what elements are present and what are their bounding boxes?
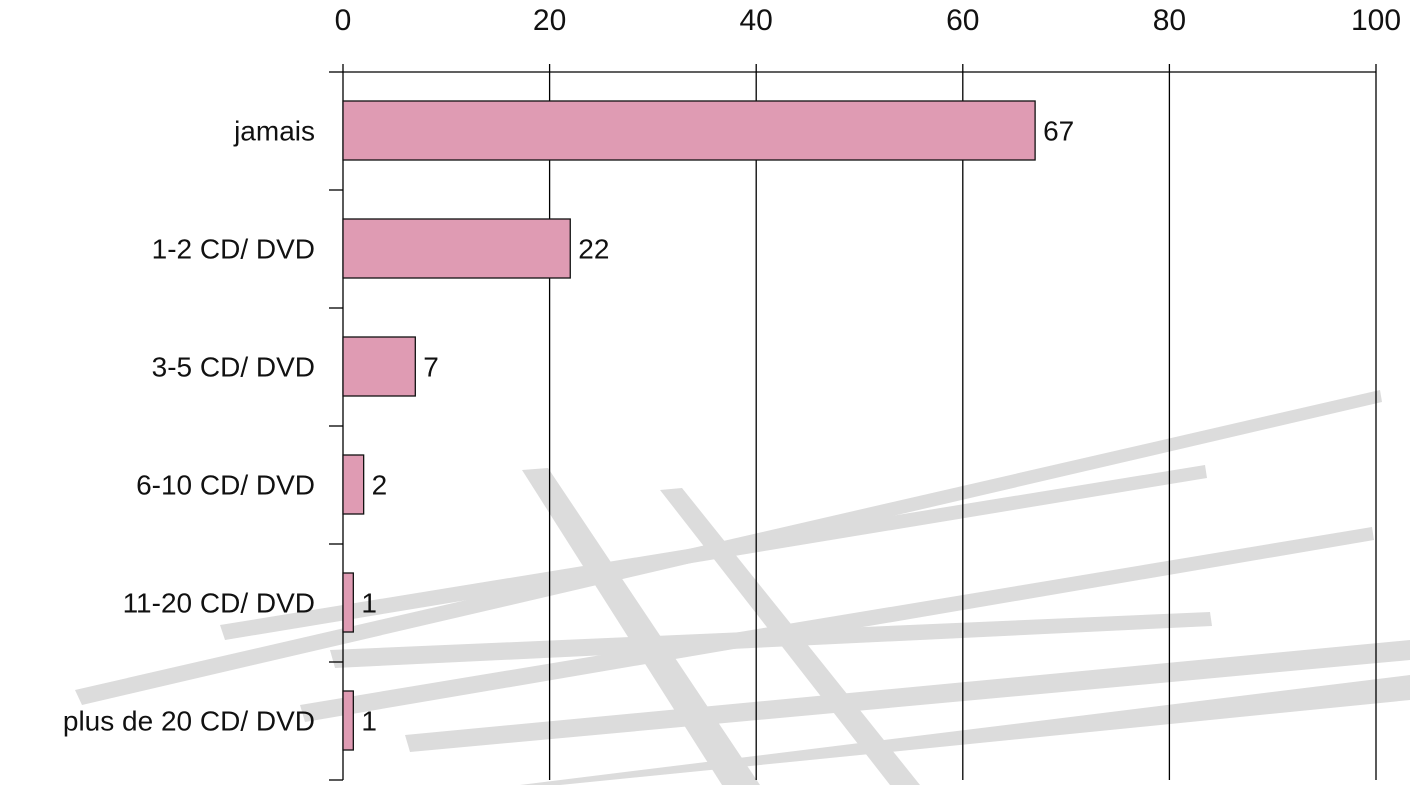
bar [342, 218, 571, 279]
axes [329, 64, 1376, 781]
watermark-stroke [300, 527, 1374, 722]
x-tick-label: 40 [740, 4, 773, 37]
x-tick-label: 80 [1153, 4, 1186, 37]
watermark-stroke [520, 675, 1410, 785]
x-tick-label: 100 [1351, 4, 1401, 37]
data-label: 22 [578, 234, 609, 265]
bars [342, 100, 1036, 751]
category-label: 1-2 CD/ DVD [152, 234, 315, 265]
watermark-stroke [405, 640, 1410, 752]
data-label: 2 [372, 470, 388, 501]
bar [342, 100, 1036, 161]
x-tick-label: 60 [946, 4, 979, 37]
category-label: 6-10 CD/ DVD [136, 470, 315, 501]
x-tick-label: 0 [335, 4, 352, 37]
data-label: 7 [423, 352, 439, 383]
category-label: 11-20 CD/ DVD [123, 588, 315, 619]
watermark-stroke [660, 488, 920, 785]
bar [342, 336, 416, 397]
category-label: 3-5 CD/ DVD [152, 352, 315, 383]
watermark-stroke [330, 612, 1212, 668]
watermark-stroke [522, 468, 760, 785]
watermark-graphic [75, 390, 1410, 785]
data-label: 1 [361, 588, 377, 619]
x-tick-label: 20 [533, 4, 566, 37]
category-label: plus de 20 CD/ DVD [63, 706, 315, 737]
gridlines [548, 64, 1377, 780]
category-label: jamais [233, 116, 315, 147]
data-label: 67 [1043, 116, 1074, 147]
bar [342, 690, 354, 751]
data-label: 1 [361, 706, 377, 737]
bar [342, 454, 365, 515]
labels: 0 20 40 60 80 100 jamais 67 1-2 CD/ DVD 22 3-5 CD/… [63, 4, 1401, 737]
bar [342, 572, 354, 633]
